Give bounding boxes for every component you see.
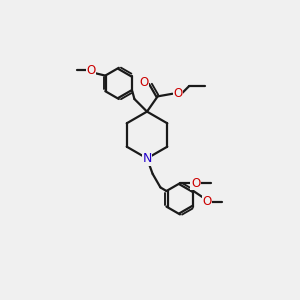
Text: O: O bbox=[87, 64, 96, 77]
Text: O: O bbox=[173, 87, 182, 100]
Text: O: O bbox=[202, 195, 212, 208]
Text: N: N bbox=[142, 152, 152, 165]
Text: O: O bbox=[191, 177, 200, 190]
Text: O: O bbox=[139, 76, 148, 89]
